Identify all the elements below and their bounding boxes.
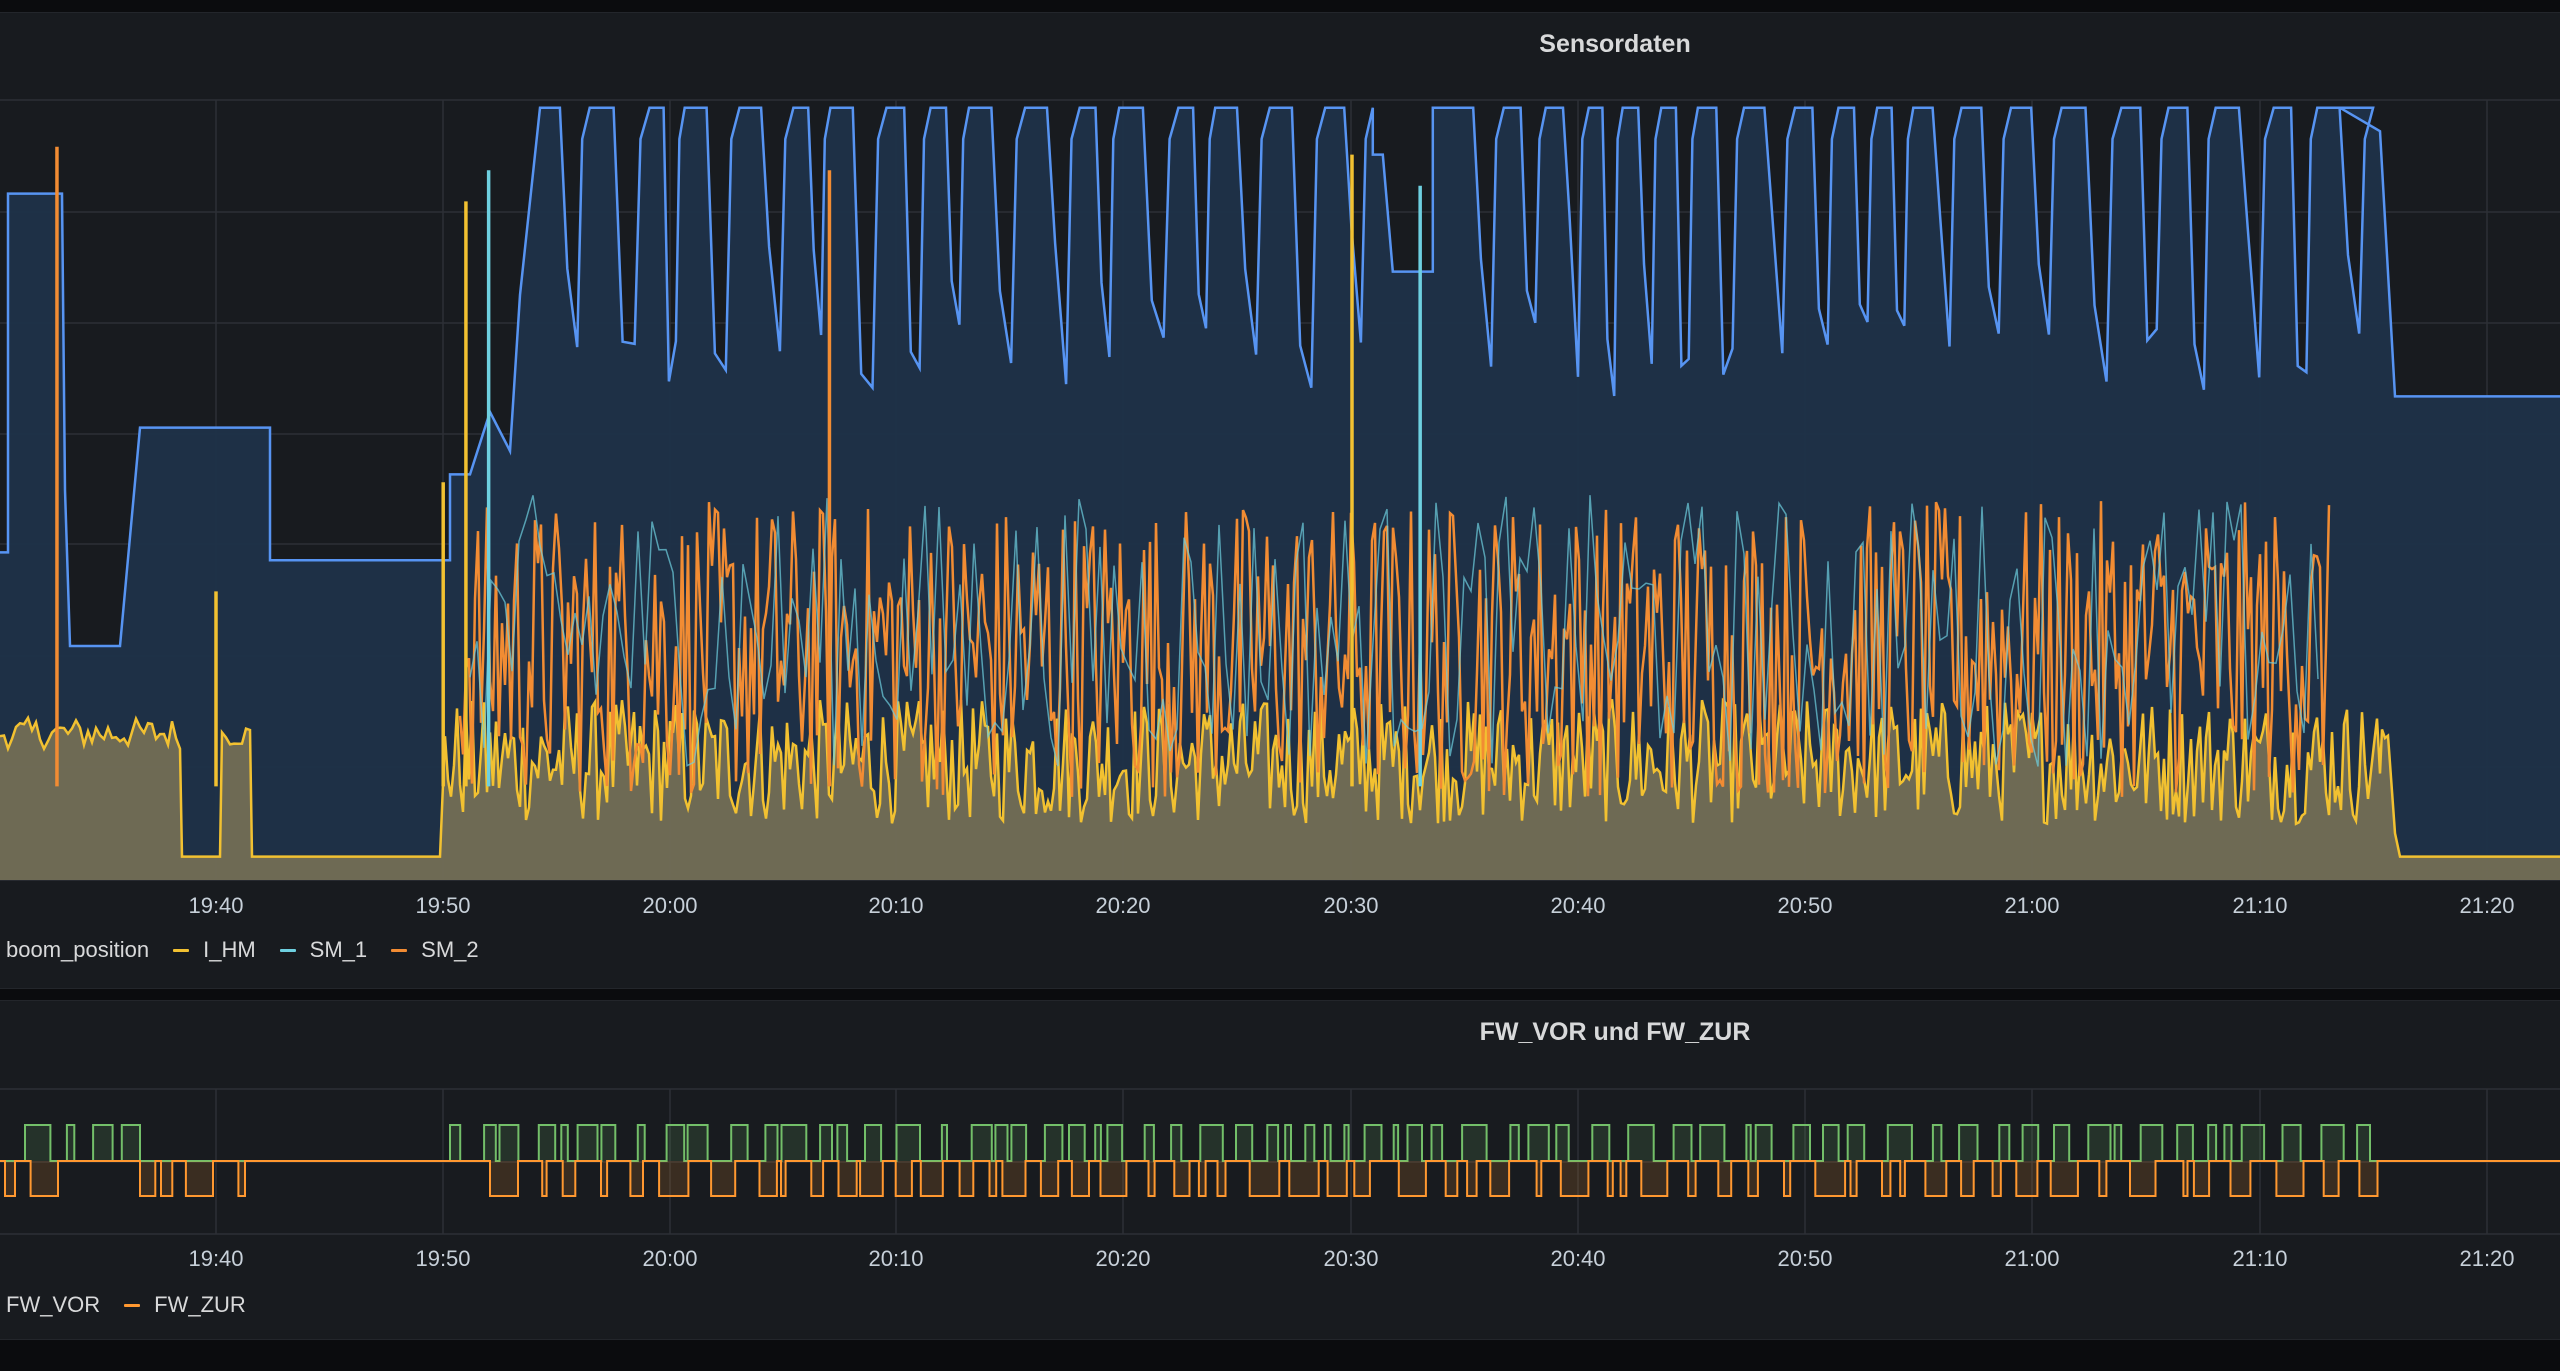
x-tick-label: 20:00 [642,893,697,918]
sm-1-line [469,495,2319,767]
legend-item-fw-zur[interactable]: FW_ZUR [124,1292,246,1318]
legend-label: FW_ZUR [154,1292,246,1317]
fw-panel: FW_VOR und FW_ZUR [0,1000,2560,1340]
x-tick-label: 19:40 [188,893,243,918]
x-tick-label: 19:50 [415,893,470,918]
x-tick-label: 20:20 [1095,893,1150,918]
boom-position-line [0,106,2560,648]
x-tick-label: 21:20 [2459,893,2514,918]
legend-item-sm-2[interactable]: SM_2 [391,937,479,963]
legend-item-i-hm[interactable]: I_HM [173,937,256,963]
fw-legend: FW_VOR FW_ZUR [6,1292,270,1318]
legend-label: boom_position [6,937,150,962]
i-hm-line [0,697,2560,858]
legend-label: I_HM [203,937,256,962]
sensordaten-chart: 19:40 19:50 20:00 20:10 20:20 20:30 20:40 20:50… [0,99,2560,918]
legend-label: FW_VOR [6,1292,101,1317]
x-tick-label: 20:30 [1323,893,1378,918]
x-tick-label: 20:10 [868,893,923,918]
legend-swatch-sm-1 [279,948,296,952]
x-tick-label: 21:00 [2004,893,2059,918]
x-tick-label: 20:50 [1777,893,1832,918]
sm-2-line [458,501,2331,797]
legend-item-boom-position[interactable]: boom_position [6,937,149,963]
legend-label: SM_1 [309,937,368,962]
x-tick-label: 21:10 [2232,893,2287,918]
legend-item-sm-1[interactable]: SM_1 [279,937,368,963]
x-tick-label: 20:40 [1550,893,1605,918]
legend-item-fw-vor[interactable]: FW_VOR [6,1292,100,1318]
sensordaten-legend: boom_position I_HM SM_1 SM_2 [6,937,503,963]
legend-swatch-sm-2 [391,948,408,952]
legend-label: SM_2 [421,937,479,962]
panel-title: Sensordaten [1539,30,1691,58]
boom-position-area [0,107,2560,881]
panel-title: FW_VOR und FW_ZUR [1479,1018,1751,1046]
legend-swatch-fw-zur [124,1303,141,1307]
legend-swatch-i-hm [173,948,190,952]
